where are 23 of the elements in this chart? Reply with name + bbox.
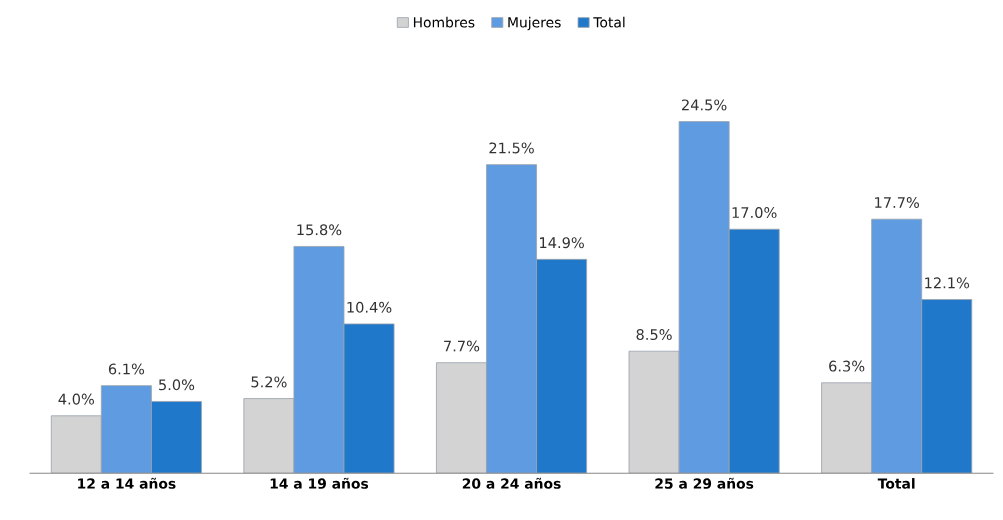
x-tick-label: 20 a 24 años [462,477,561,489]
legend-label: Mujeres [508,16,561,31]
data-label: 24.5% [682,99,727,111]
data-label: 17.0% [732,207,777,219]
data-label: 15.8% [297,224,342,236]
data-label: 5.2% [251,376,287,388]
data-label: 6.3% [829,360,865,372]
data-label: 14.9% [540,237,584,249]
x-tick-label: Total [877,478,915,489]
legend-label: Total [593,16,625,28]
data-label: 7.7% [444,340,480,352]
data-label: 6.1% [108,363,145,375]
data-label: 8.5% [636,329,672,341]
x-tick-label: 25 a 29 años [655,477,754,489]
data-label: 10.4% [347,301,392,313]
x-tick-label: 12 a 14 años [78,477,176,489]
data-label: 5.0% [159,379,195,391]
legend-label: Hombres [413,16,475,28]
data-label: 21.5% [489,142,534,154]
x-tick-label: 14 a 19 años [270,477,369,489]
data-label: 4.0% [58,393,95,405]
data-label: 12.1% [925,277,970,289]
data-label: 17.7% [875,196,920,209]
